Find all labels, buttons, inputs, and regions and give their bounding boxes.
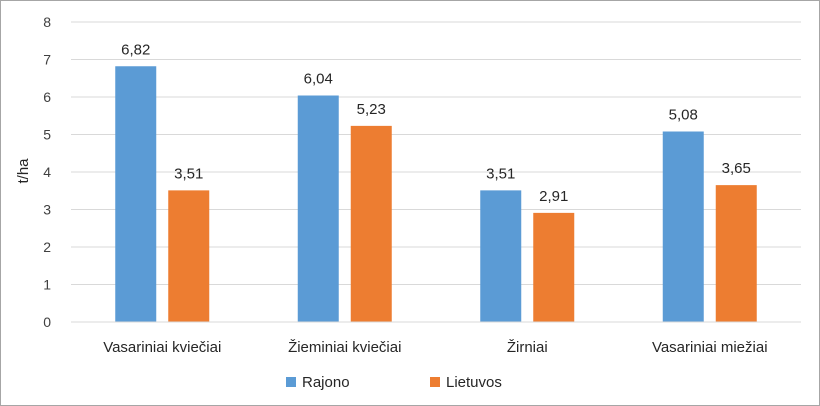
y-tick-label: 7 (43, 52, 51, 68)
bar-rajono-0 (115, 66, 157, 322)
y-tick-label: 2 (43, 239, 51, 255)
data-label: 2,91 (539, 188, 568, 205)
bar-rajono-1 (297, 95, 339, 322)
y-tick-label: 6 (43, 89, 51, 105)
y-tick-label: 0 (43, 314, 51, 330)
y-tick-label: 1 (43, 277, 51, 293)
data-label: 5,08 (669, 107, 698, 124)
x-category-label: Vasariniai kviečiai (103, 339, 221, 356)
bar-rajono-3 (662, 131, 704, 322)
legend-label-rajono: Rajono (302, 374, 350, 391)
legend-swatch-rajono (286, 377, 296, 387)
y-tick-label: 3 (43, 202, 51, 218)
x-category-label: Žirniai (507, 339, 548, 356)
bar-lietuvos-2 (533, 212, 575, 322)
legend-swatch-lietuvos (430, 377, 440, 387)
x-category-label: Vasariniai miežiai (652, 339, 768, 356)
bar-lietuvos-1 (350, 125, 392, 322)
data-label: 5,23 (357, 101, 386, 118)
y-tick-label: 4 (43, 164, 51, 180)
legend: Rajono Lietuvos (286, 374, 502, 391)
bar-lietuvos-3 (715, 185, 757, 322)
y-axis-label: t/ha (15, 158, 32, 184)
data-label: 3,51 (174, 165, 203, 182)
y-tick-label: 5 (43, 127, 51, 143)
data-labels: 6,82 3,51 6,04 5,23 3,51 2,91 5,08 3,65 (121, 41, 751, 205)
bar-rajono-2 (480, 190, 522, 322)
bars (115, 66, 757, 322)
legend-label-lietuvos: Lietuvos (446, 374, 502, 391)
data-label: 6,04 (304, 71, 333, 88)
y-tick-label: 8 (43, 14, 51, 30)
bar-lietuvos-0 (168, 190, 210, 322)
data-label: 3,65 (722, 160, 751, 177)
x-category-label: Žieminiai kviečiai (288, 339, 401, 356)
data-label: 6,82 (121, 41, 150, 58)
data-label: 3,51 (486, 165, 515, 182)
y-axis-ticks: 0 1 2 3 4 5 6 7 8 (43, 14, 51, 330)
x-axis-categories: Vasariniai kviečiai Žieminiai kviečiai Žir… (103, 339, 767, 356)
